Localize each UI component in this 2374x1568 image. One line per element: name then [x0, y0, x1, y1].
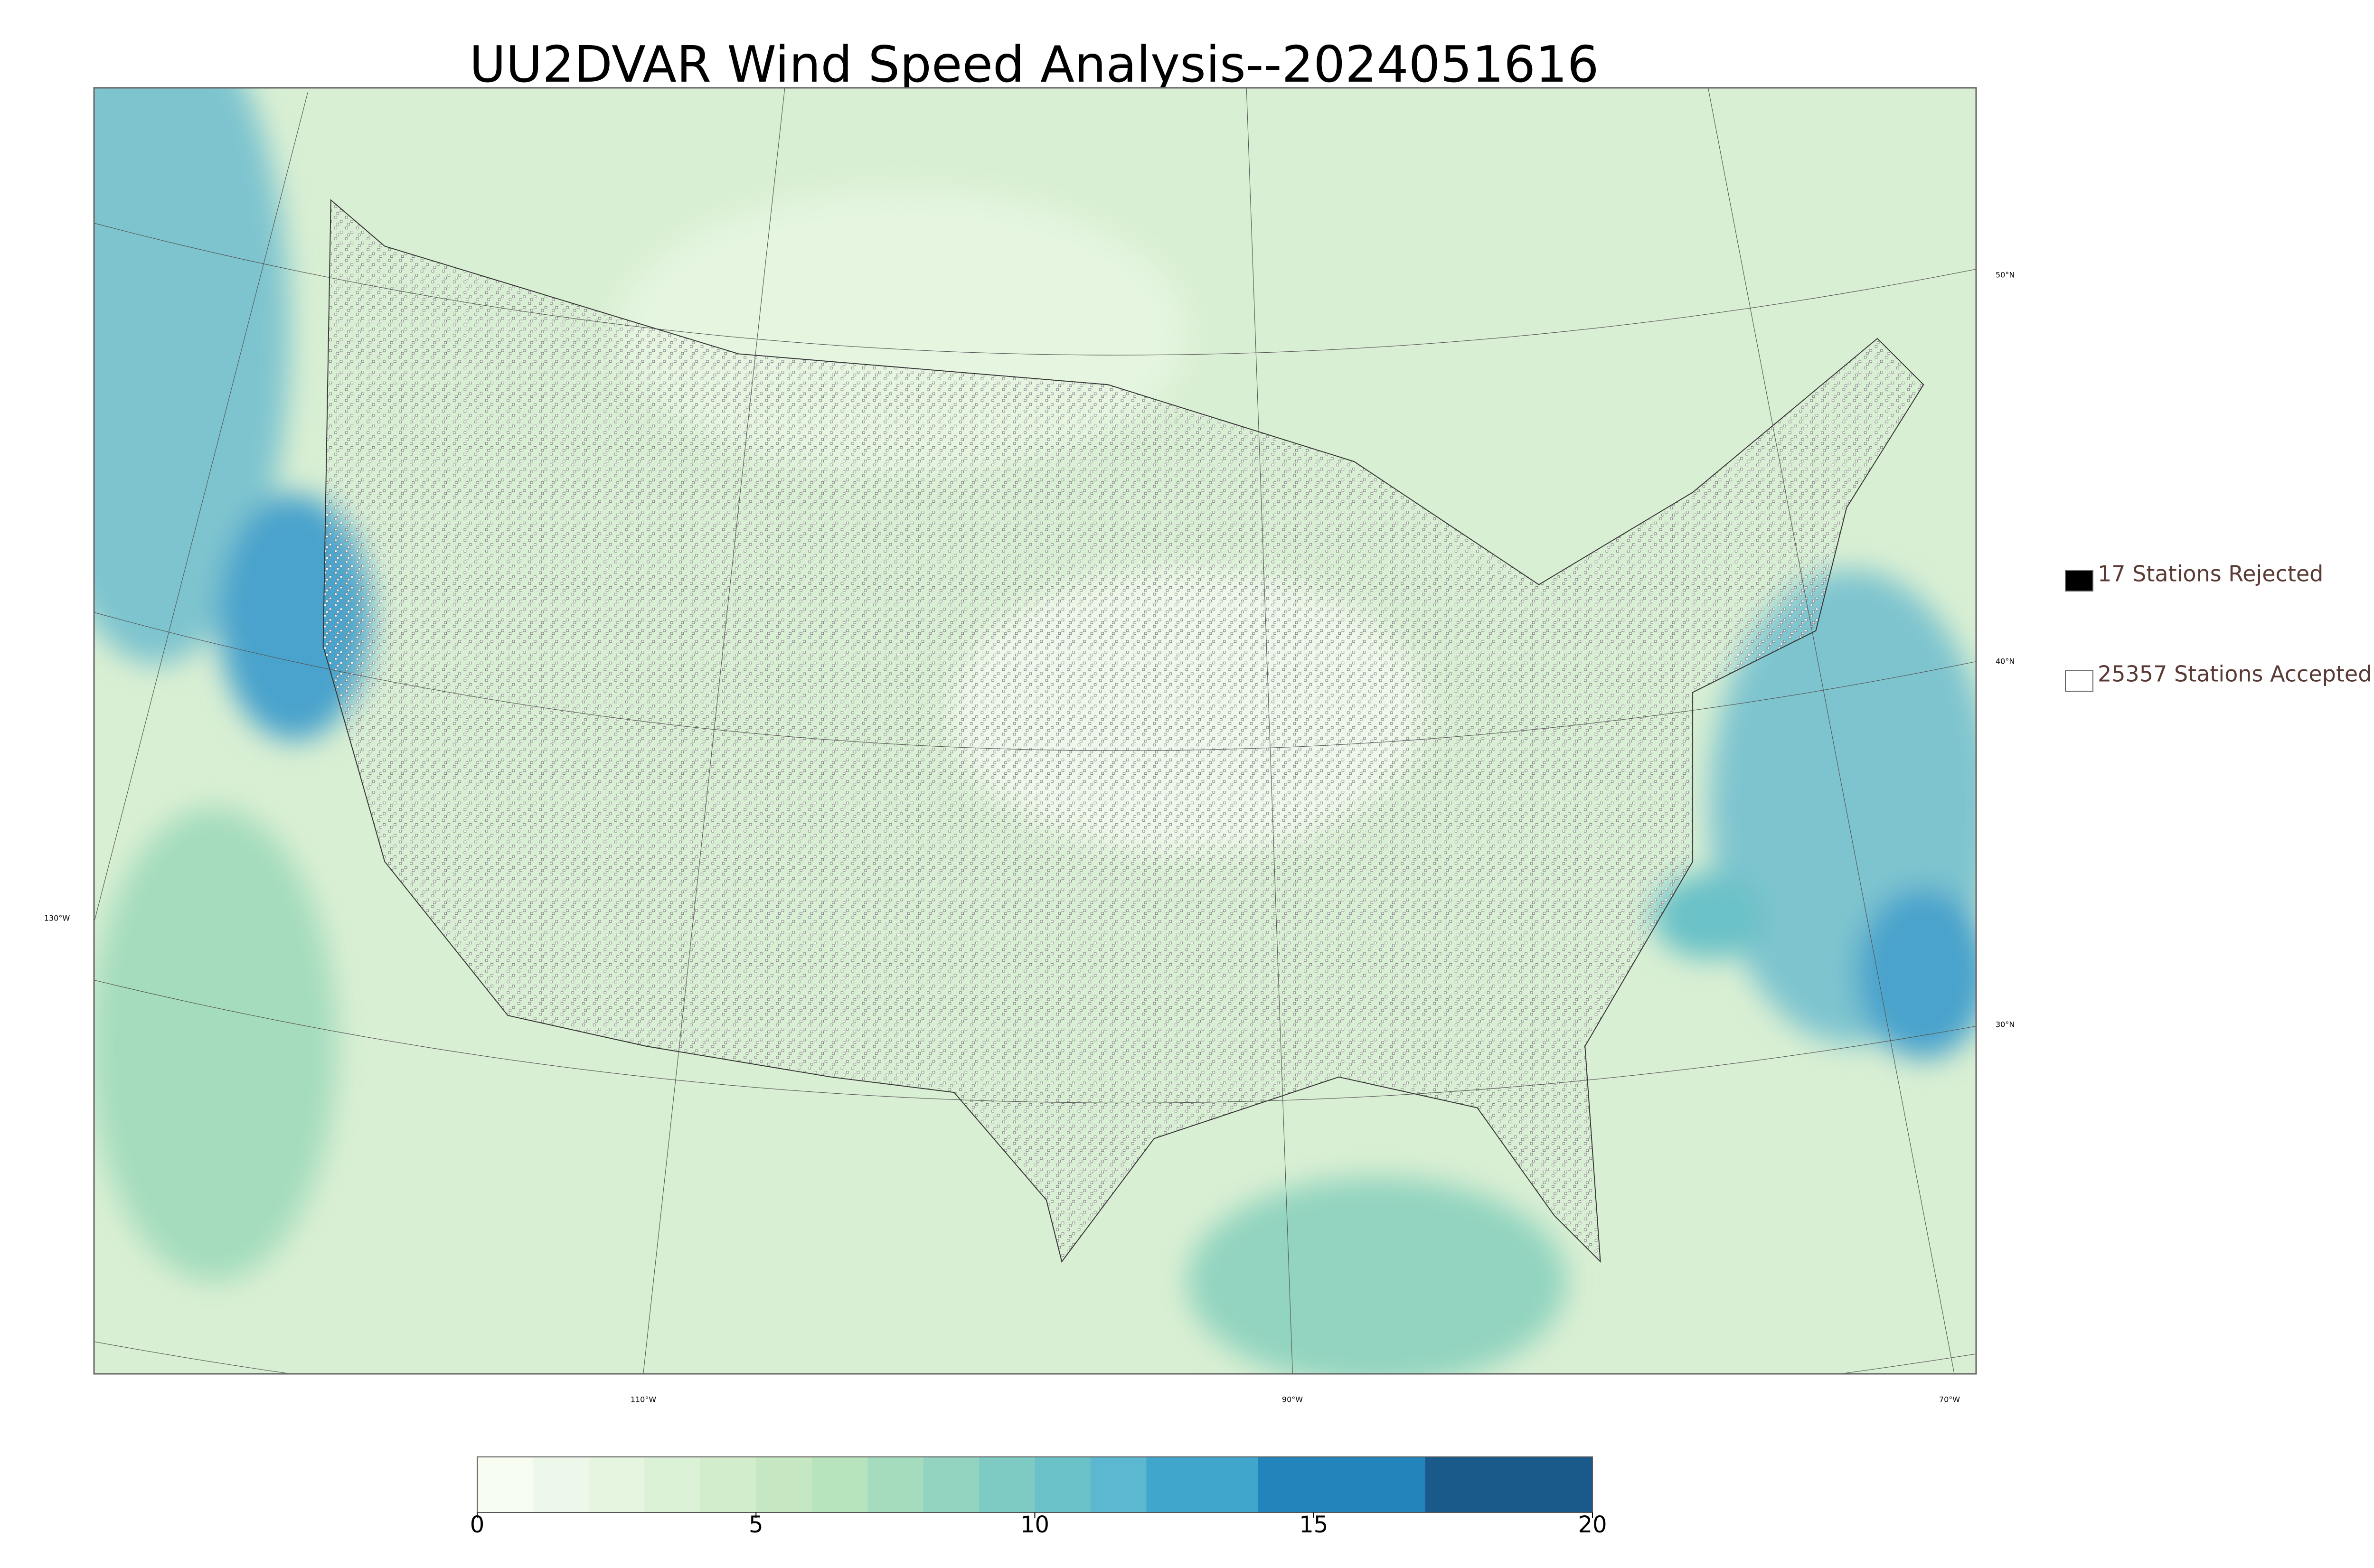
longitude-label: 110°W	[631, 1395, 657, 1404]
map	[94, 88, 1976, 1374]
colorbar-segment	[644, 1457, 701, 1512]
station-area	[322, 199, 1924, 1263]
colorbar-segment	[923, 1457, 980, 1512]
colorbar-segment	[533, 1457, 589, 1512]
colorbar: 0 5 10 15 20	[470, 1456, 1607, 1538]
colorbar-tick-label: 15	[1299, 1512, 1328, 1538]
colorbar-segment	[700, 1457, 756, 1512]
colorbar-segment	[1146, 1457, 1258, 1512]
colorbar-segment	[477, 1457, 533, 1512]
legend-label: 17 Stations Rejected	[2098, 561, 2323, 587]
legend-label: 25357 Stations Accepted	[2098, 661, 2372, 687]
colorbar-tick-label: 0	[470, 1512, 485, 1538]
legend-swatch	[2065, 670, 2093, 692]
graticule-lines	[94, 88, 1976, 1374]
colorbar-tick-label: 5	[749, 1512, 763, 1538]
latitude-label: 40°N	[1996, 657, 2015, 666]
longitude-label: 70°W	[1939, 1395, 1960, 1404]
colorbar-segment	[756, 1457, 812, 1512]
latitude-label: 50°N	[1996, 271, 2015, 280]
colorbar-segment	[1090, 1457, 1147, 1512]
latitude-label: 30°N	[1996, 1020, 2015, 1029]
legend: 17 Stations Rejected 25357 Stations Accep…	[2065, 561, 2372, 692]
colorbar-segment	[979, 1457, 1035, 1512]
colorbar-segment	[588, 1457, 645, 1512]
graticule-labels: 50°N 40°N 30°N 130°W 110°W 90°W 70°W	[44, 271, 2015, 1404]
colorbar-segment	[811, 1457, 868, 1512]
colorbar-segment	[867, 1457, 924, 1512]
longitude-label: 130°W	[44, 914, 70, 923]
colorbar-segment	[1035, 1457, 1091, 1512]
colorbar-tick-label: 10	[1020, 1512, 1049, 1538]
legend-swatch	[2065, 570, 2093, 592]
colorbar-segment	[1425, 1457, 1593, 1512]
land	[94, 88, 1976, 1374]
map-frame	[93, 87, 1977, 1375]
colorbar-tick-label: 20	[1578, 1512, 1607, 1538]
colorbar-segment	[1258, 1457, 1426, 1512]
title: UU2DVAR Wind Speed Analysis--2024051616	[469, 36, 1599, 94]
longitude-label: 90°W	[1282, 1395, 1303, 1404]
